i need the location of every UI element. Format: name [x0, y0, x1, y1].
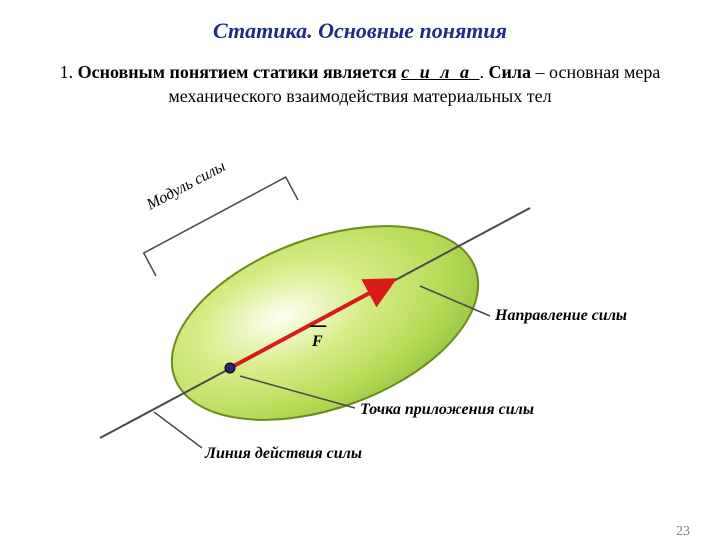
para-bold1: Основным понятием статики является: [78, 62, 402, 82]
label-modulus: Модуль силы: [143, 158, 228, 214]
application-point: [225, 363, 235, 373]
para-punct: .: [480, 62, 489, 82]
para-lead: 1.: [60, 62, 78, 82]
label-force-text: F: [311, 333, 323, 350]
force-diagram: Модуль силы F Направление силы Точка при…: [90, 158, 630, 498]
para-bold2: Сила: [489, 62, 531, 82]
slide-number: 23: [676, 524, 690, 540]
slide-title: Статика. Основные понятия: [0, 18, 720, 44]
callout-line: [154, 412, 202, 448]
definition-paragraph: 1. Основным понятием статики является с …: [0, 60, 720, 109]
para-underlined: с и л а: [401, 62, 479, 82]
label-direction: Направление силы: [494, 307, 627, 324]
label-line: Линия действия силы: [204, 445, 362, 462]
label-point: Точка приложения силы: [360, 401, 534, 418]
